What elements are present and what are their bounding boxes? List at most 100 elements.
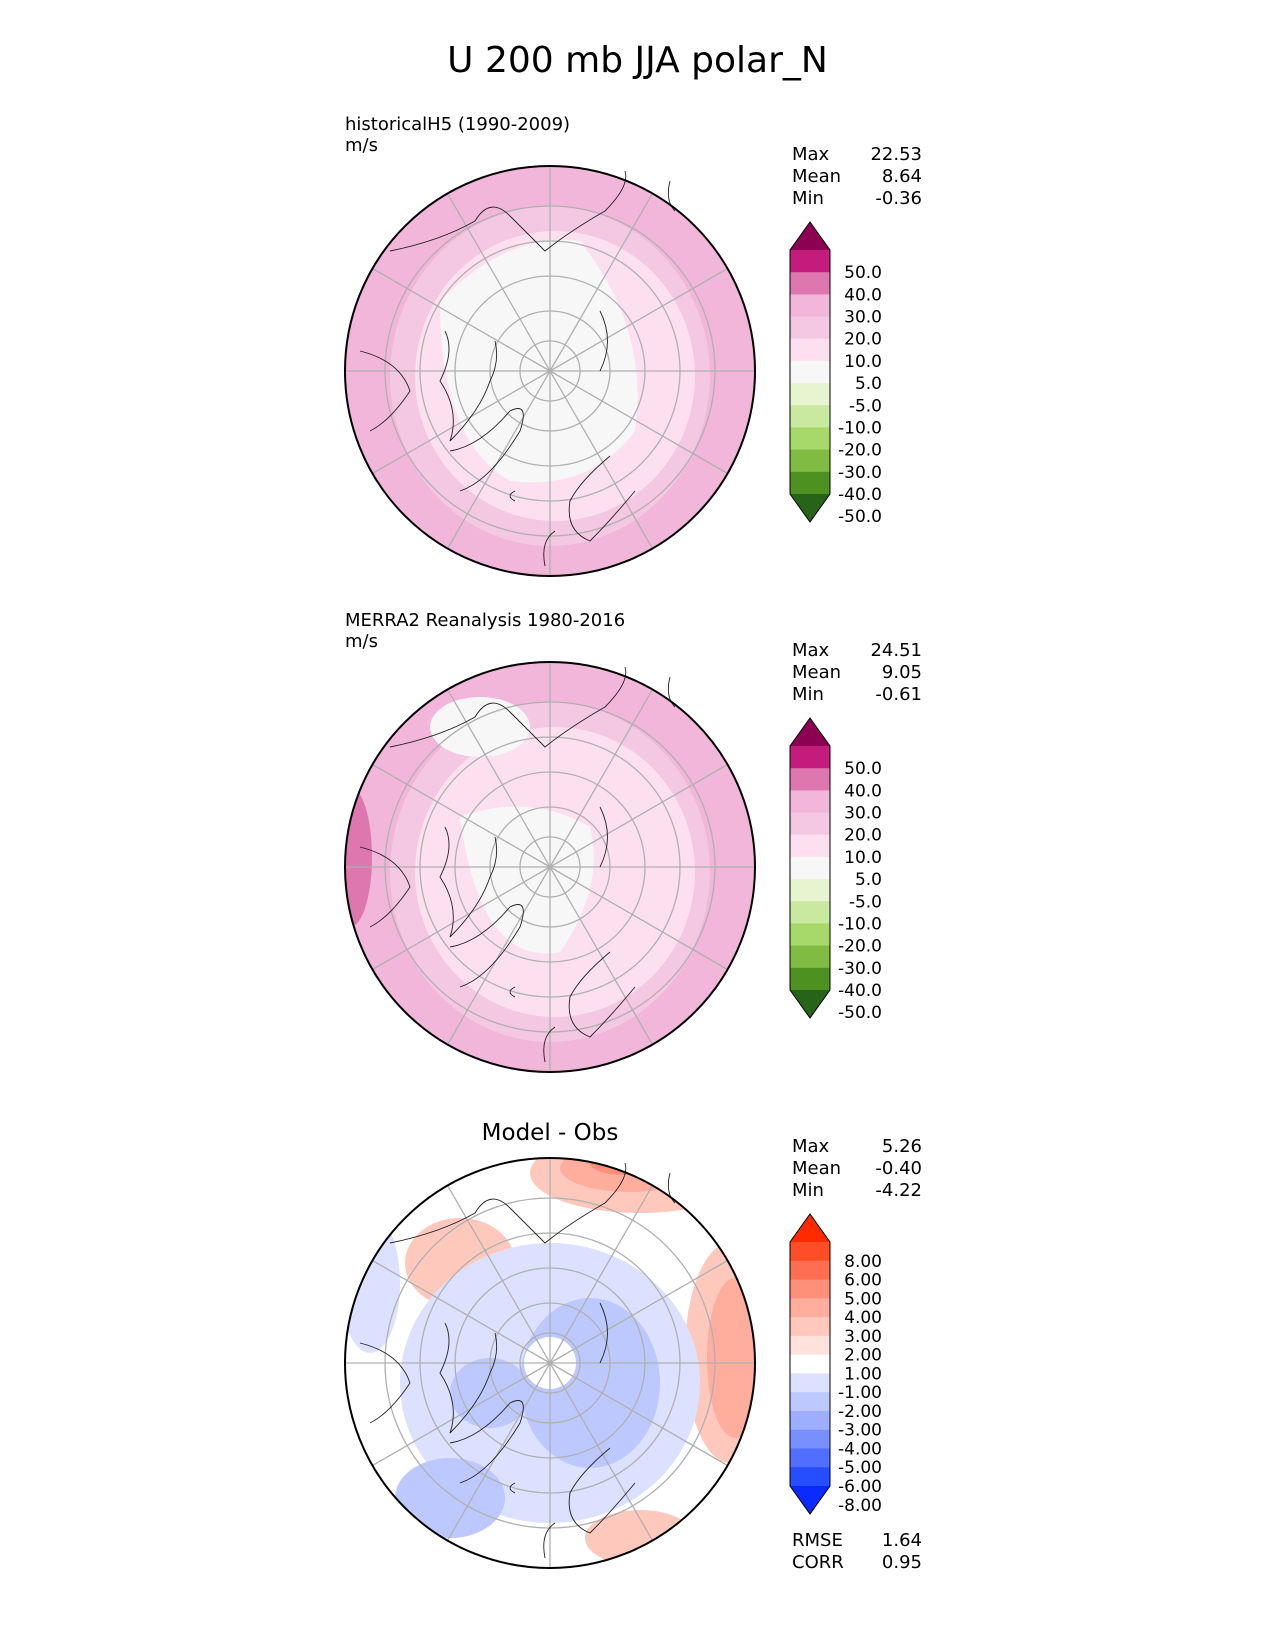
weak-wind-region xyxy=(440,239,638,483)
colorbar-segment xyxy=(790,316,830,340)
figure-title: U 200 mb JJA polar_N xyxy=(447,40,828,81)
panel-test-stats: Max 22.53 Mean 8.64 Min -0.36 xyxy=(792,144,922,210)
colorbar-segment xyxy=(790,1392,830,1412)
coastline xyxy=(509,490,516,502)
meridian-line xyxy=(446,866,551,1045)
colorbar-segment xyxy=(790,1298,830,1318)
coastline xyxy=(439,330,498,442)
stat-label: Min xyxy=(792,684,824,705)
coastlines xyxy=(359,1162,676,1559)
panel-reference-stats: Max 24.51 Mean 9.05 Min -0.61 xyxy=(792,640,922,706)
colorbar-segment xyxy=(790,746,830,769)
colorbar-outline xyxy=(789,1213,831,1515)
stat-label: Max xyxy=(792,640,830,661)
coastline xyxy=(543,1522,556,1559)
colorbar-tick-label: 50.0 xyxy=(844,263,882,283)
colorbar-tick-label: -5.00 xyxy=(838,1458,882,1478)
positive-anomaly xyxy=(707,1278,755,1438)
colorbar-segment xyxy=(790,856,830,880)
colorbar-tick-label: 8.00 xyxy=(844,1252,882,1272)
coastline xyxy=(599,1302,608,1364)
meridian-line xyxy=(446,1362,551,1541)
stat-value: -0.40 xyxy=(875,1158,922,1179)
panel-reference-units: m/s xyxy=(345,631,378,652)
colorbar-segment xyxy=(790,250,830,273)
coastline xyxy=(449,1400,524,1484)
stat-value: -4.22 xyxy=(875,1180,922,1201)
metric-value: 1.64 xyxy=(881,1530,922,1551)
panel-reference-label: MERRA2 Reanalysis 1980-2016 xyxy=(345,610,626,631)
colorbar-tick-label: 20.0 xyxy=(844,826,882,846)
coastlines xyxy=(359,666,676,1063)
meridian-line xyxy=(372,1259,551,1364)
coastline xyxy=(449,408,524,492)
colorbar-extend-max xyxy=(790,1214,830,1242)
colorbar-tick-label: 1.00 xyxy=(844,1364,882,1384)
colorbar-segment xyxy=(790,1242,830,1262)
stat-label: Min xyxy=(792,188,824,209)
colorbar-tick-label: 5.0 xyxy=(855,870,882,890)
colorbar-segment xyxy=(790,449,830,473)
coastline xyxy=(389,170,627,252)
stat-value: 5.26 xyxy=(881,1136,922,1157)
meridian-line xyxy=(549,370,654,549)
coastline xyxy=(439,1322,498,1434)
colorbar-segment xyxy=(790,790,830,814)
weak-wind-region xyxy=(430,697,530,757)
meridian-line xyxy=(549,763,728,868)
stat-label: Min xyxy=(792,1180,824,1201)
panel-diff-polar-map xyxy=(344,1157,756,1569)
colorbar-segment xyxy=(790,1410,830,1431)
colorbar-segment xyxy=(790,427,830,451)
panel-test-subtitle: historicalH5 (1990-2009) m/s xyxy=(345,114,570,156)
colorbar-tick-label: -5.0 xyxy=(849,396,882,416)
meridian-line xyxy=(372,1362,551,1467)
colorbar-tick-label: 30.0 xyxy=(844,308,882,328)
colorbar-tick-label: 40.0 xyxy=(844,285,882,305)
colorbar-segment xyxy=(790,1467,830,1487)
colorbar-extend-min xyxy=(790,1486,830,1514)
colorbar-segment xyxy=(790,405,830,428)
coastline xyxy=(509,1482,516,1494)
coastline xyxy=(568,951,636,1038)
colorbar-tick-label: 5.00 xyxy=(844,1289,882,1309)
colorbar-segment xyxy=(790,1373,830,1393)
metric-value: 0.95 xyxy=(881,1552,922,1573)
meridian-line xyxy=(549,1259,728,1364)
colorbar-tick-label: -5.0 xyxy=(849,892,882,912)
panel-reference-subtitle: MERRA2 Reanalysis 1980-2016 m/s xyxy=(345,610,625,652)
meridian-line xyxy=(446,370,551,549)
coastline xyxy=(449,904,524,988)
map-boundary xyxy=(344,1157,756,1569)
meridian-line xyxy=(446,689,551,868)
colorbar-tick-label: -50.0 xyxy=(838,1003,882,1023)
panel-diff-stats: Max 5.26 Mean -0.40 Min -4.22 xyxy=(792,1136,922,1202)
colorbar-segment xyxy=(790,1354,830,1374)
stat-value: 8.64 xyxy=(881,166,922,187)
stat-label: Mean xyxy=(792,1158,842,1179)
colorbar-extend-min xyxy=(790,494,830,522)
colorbar-tick-label: -1.00 xyxy=(838,1383,882,1403)
coastline xyxy=(667,180,676,212)
meridian-line xyxy=(549,866,654,1045)
colorbar-outline xyxy=(789,717,831,1019)
colorbar-tick-label: 10.0 xyxy=(844,352,882,372)
stat-value: 24.51 xyxy=(870,640,922,661)
coastline xyxy=(543,530,556,567)
panel-reference-colorbar: 50.040.0 30.020.010.05.0-5.0-10.0 -20.0-30… xyxy=(789,717,882,1023)
colorbar-tick-label: -6.00 xyxy=(838,1477,882,1497)
colorbar-tick-label: -4.00 xyxy=(838,1439,882,1459)
coastline xyxy=(509,986,516,998)
coastline xyxy=(439,826,498,938)
colorbar-segment xyxy=(790,967,830,991)
colorbar-segment xyxy=(790,1317,830,1337)
colorbar-segment xyxy=(790,923,830,947)
negative-anomaly xyxy=(395,1458,505,1538)
meridian-line xyxy=(549,866,728,971)
colorbar-segment xyxy=(790,768,830,791)
meridian-line xyxy=(549,193,654,372)
positive-anomaly xyxy=(560,1158,700,1192)
coastline xyxy=(359,846,411,928)
coastline xyxy=(568,1447,636,1534)
stat-value: -0.61 xyxy=(875,684,922,705)
